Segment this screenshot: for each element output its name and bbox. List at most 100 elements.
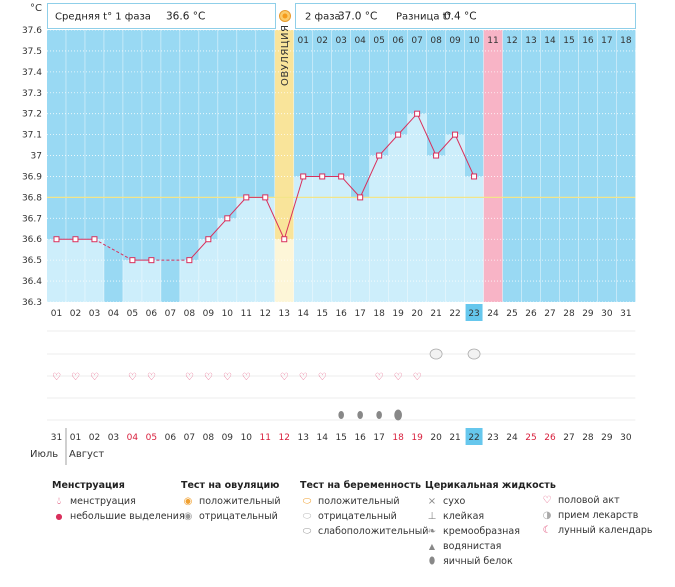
temp-line-segment [340,176,361,198]
temp-point [300,173,307,180]
phase2-label: 2 фаза [305,12,341,23]
egg-white-icon: ⬮ [428,556,436,567]
cycle-day-label: 01 [51,309,62,319]
egg-white-icon [357,411,363,419]
date-label: 24 [506,433,518,443]
cycle-day-label: 05 [127,309,138,319]
y-tick-label: 37.2 [22,110,42,120]
temp-bar [122,260,142,302]
legend-item-label: яичный белок [443,556,513,567]
y-tick-label: 36.9 [22,172,42,182]
temp-line-segment [454,134,475,177]
legend-item: ❧ кремообразная [425,524,556,539]
temp-bar [141,260,161,302]
legend-item: ♡ половой акт [540,493,653,508]
highlight-day-cell [465,304,483,321]
legend-item-label: половой акт [558,495,620,506]
plot-area: ОВУЛЯЦИЯ 01 02 03 04 05 06 07 08 09 10 11 12 13 14 15 16… [47,25,636,303]
legend-item-label: лунный календарь [558,525,653,536]
date-label: 10 [241,433,253,443]
highlight-date-cell [465,428,483,445]
y-axis: 37.6 37.5 37.4 37.3 37.2 37.1 37 36.9 36.8 36.7 36… [22,26,42,308]
legend-item-label: водянистая [443,541,502,552]
legend-title: Тест на беременность [300,480,421,491]
legend-item-label: прием лекарств [558,510,639,521]
legend-item: ◉ положительный [181,494,281,509]
temp-point [414,110,421,117]
heart-icon: ♡ [280,372,289,383]
date-label: 30 [620,433,632,443]
temp-point [433,152,440,159]
y-tick-label: 36.8 [22,193,42,203]
temp-bar [65,239,85,302]
sun-icon [279,10,291,22]
cycle-day-label: 20 [411,309,423,319]
y-tick-label: 36.6 [22,235,42,245]
temp-point [262,194,269,201]
cycle-day-label: 03 [89,309,100,319]
ovulation-positive-icon: ◉ [183,496,193,507]
phase2-day-label: 10 [468,36,480,46]
x-axis-dates: 31 01 02 03 04 05 06 07 08 09 10 11 12 13 14 15 16 17 18 19… [30,428,632,465]
y-tick-label: 36.5 [22,256,42,266]
heart-icon: ♡ [223,372,232,383]
temp-point [129,257,136,264]
dry-icon: × [427,496,437,507]
phase1-label: Средняя t° 1 фаза [55,12,151,23]
phase2-day-label: 09 [449,36,461,46]
month-label: Август [69,449,104,460]
temp-bar [179,260,199,302]
legend-title: Тест на овуляцию [181,480,280,491]
legend-item-label: сухо [443,496,466,507]
temp-bar [407,113,427,302]
cycle-day-label: 08 [184,309,196,319]
temp-point [338,173,345,180]
sticky-icon: ⊥ [427,511,437,522]
legend-item: ⬭ отрицательный [300,509,428,524]
temp-point [376,152,383,159]
cycle-day-label: 10 [222,309,234,319]
phase2-day-label: 07 [411,36,422,46]
temp-point [205,236,212,243]
temp-line-segment [226,197,247,219]
date-label: 29 [601,433,613,443]
cycle-day-label: 26 [525,309,537,319]
temp-point [452,131,459,138]
temp-line-segment [359,155,380,198]
date-label: 01 [70,433,81,443]
temp-bar [236,197,256,302]
legend-item-label: кремообразная [443,526,520,537]
moon-icon: ☾ [542,525,552,536]
pregnancy-test-icon [429,348,443,360]
pregnancy-test-icon [467,348,481,360]
cycle-day-label: 13 [279,309,290,319]
legend-item-label: положительный [318,496,400,507]
phase2-day-label: 05 [373,36,384,46]
phase2-day-label: 15 [563,36,574,46]
ovulation-label: ОВУЛЯЦИЯ [280,25,291,87]
temp-bar [312,176,332,302]
legend-item: ▲ водянистая [425,539,556,554]
heart-icon: ♡ [90,372,99,383]
cycle-day-label: 07 [165,309,176,319]
pill-icon: ◑ [542,510,552,521]
temp-bar [369,155,389,302]
diff-label: Разница t° [396,12,452,23]
legend-item: × сухо [425,494,556,509]
egg-white-icon [394,409,402,421]
temp-line-segment [397,113,418,135]
y-tick-label: 37.6 [22,26,42,36]
cycle-day-label: 04 [108,309,120,319]
cycle-day-label: 09 [203,309,215,319]
small-drop-icon: ● [55,512,63,521]
month-label: Июль [30,449,58,460]
date-label: 03 [108,433,119,443]
heart-icon: ♡ [147,372,156,383]
ovulation-column [274,30,294,302]
legend-cervical: Церикальная жидкость × сухо ⊥ клейкая ❧ кре… [425,478,556,569]
phase2-day-label: 01 [298,36,309,46]
phase2-day-label: 02 [316,36,327,46]
cycle-day-label: 31 [620,309,631,319]
temp-point [148,257,155,264]
legend-item: ⬮ яичный белок [425,554,556,569]
